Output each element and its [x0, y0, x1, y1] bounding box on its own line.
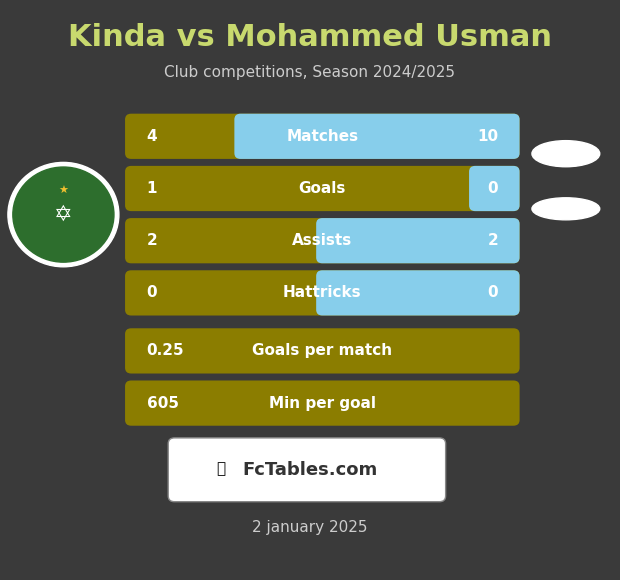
- Text: Assists: Assists: [292, 233, 352, 248]
- Ellipse shape: [532, 140, 600, 167]
- Text: Goals: Goals: [299, 181, 346, 196]
- Text: 1: 1: [146, 181, 157, 196]
- Text: 📊: 📊: [216, 461, 225, 476]
- Text: Goals per match: Goals per match: [252, 343, 392, 358]
- Text: FcTables.com: FcTables.com: [242, 461, 378, 479]
- Text: ★: ★: [58, 186, 68, 197]
- FancyBboxPatch shape: [316, 218, 520, 263]
- Text: Matches: Matches: [286, 129, 358, 144]
- FancyBboxPatch shape: [125, 218, 520, 263]
- Text: 2: 2: [146, 233, 157, 248]
- Text: 2: 2: [487, 233, 498, 248]
- Circle shape: [13, 167, 114, 262]
- Text: Kinda vs Mohammed Usman: Kinda vs Mohammed Usman: [68, 23, 552, 52]
- FancyBboxPatch shape: [125, 380, 520, 426]
- Text: Min per goal: Min per goal: [269, 396, 376, 411]
- FancyBboxPatch shape: [316, 270, 520, 316]
- FancyBboxPatch shape: [168, 438, 446, 502]
- Text: 2 january 2025: 2 january 2025: [252, 520, 368, 535]
- Text: Hattricks: Hattricks: [283, 285, 361, 300]
- Ellipse shape: [532, 198, 600, 220]
- FancyBboxPatch shape: [234, 114, 520, 159]
- Text: 0: 0: [487, 285, 498, 300]
- Text: 605: 605: [146, 396, 179, 411]
- FancyBboxPatch shape: [125, 328, 520, 374]
- Text: 0.25: 0.25: [146, 343, 184, 358]
- Text: 4: 4: [146, 129, 157, 144]
- Circle shape: [8, 162, 119, 267]
- FancyBboxPatch shape: [125, 114, 520, 159]
- FancyBboxPatch shape: [125, 270, 520, 316]
- Text: 0: 0: [146, 285, 157, 300]
- FancyBboxPatch shape: [125, 166, 520, 211]
- Text: 10: 10: [477, 129, 498, 144]
- Text: Club competitions, Season 2024/2025: Club competitions, Season 2024/2025: [164, 65, 456, 80]
- Text: ✡: ✡: [54, 205, 73, 224]
- Text: 0: 0: [487, 181, 498, 196]
- FancyBboxPatch shape: [469, 166, 520, 211]
